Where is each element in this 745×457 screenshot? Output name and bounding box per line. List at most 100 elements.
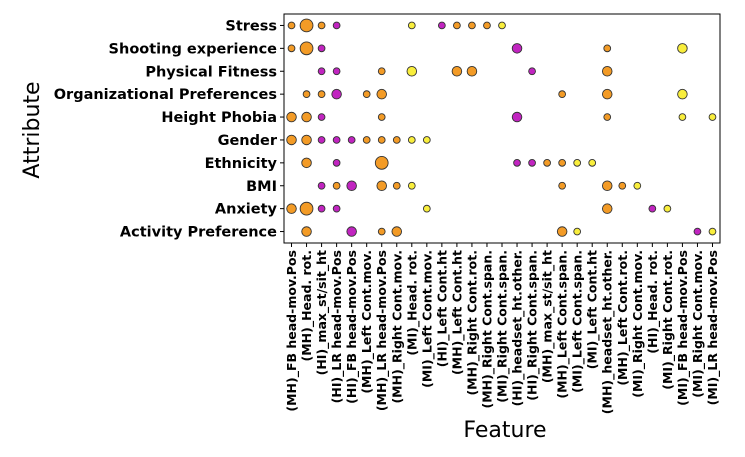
y-tick-label: Shooting experience [109,41,278,57]
data-point [301,111,312,123]
data-point [708,227,717,236]
x-tick-label: (MH)_Right Cont.span. [479,250,495,409]
data-point [287,21,296,30]
x-tick-label: (HI)_Left Cont.ht [434,250,450,367]
data-point [392,181,401,190]
x-tick-label: (MH)_Left Cont.mov. [359,250,375,394]
y-tick-label: Organizational Preferences [54,87,277,103]
data-point [317,90,326,99]
data-point [317,44,326,53]
data-point [422,136,431,144]
data-point [332,181,341,190]
data-point [451,65,463,77]
data-point [678,113,687,121]
data-point [317,181,326,190]
data-point [286,134,297,146]
data-point [601,65,613,77]
data-point [332,136,341,144]
data-point [301,226,312,237]
data-point [407,136,416,144]
y-axis-title: Attribute [20,81,45,178]
y-tick-label: Gender [218,133,278,149]
data-point [377,136,386,144]
data-point [299,41,314,56]
plot-area [283,13,721,244]
data-point [603,44,612,53]
x-tick-label: (MI)_Head. rot. [404,250,420,356]
x-tick-label: (MI)_Right Cont.span. [495,250,511,403]
data-point [573,227,582,236]
y-tick-label: Height Phobia [161,110,277,126]
x-tick-label: (HI)_headset_ht.other. [510,250,526,406]
data-point [392,136,401,144]
data-point [299,201,314,216]
data-point [588,159,597,167]
data-point [573,159,582,167]
data-point [558,90,566,99]
data-point [453,21,461,30]
x-tick-label: (HI)_Head. rot. [645,250,661,354]
data-point [347,136,356,144]
x-tick-label: (MI)_Left Cont.ht [585,250,601,369]
x-tick-label: (HI)_max_st/sit_ht [314,250,330,375]
data-point [468,21,476,30]
data-point [376,88,387,100]
data-point [466,65,478,77]
data-point [302,90,311,99]
x-tick-label: (MH)_FB head-mov.Pos [284,250,300,412]
x-tick-label: (MH)_max_st/sit_ht [540,250,556,383]
y-tick-label: Activity Preference [120,225,277,241]
data-point [543,159,551,167]
y-tick-label: Anxiety [215,202,278,218]
x-tick-label: (MH)_Left Cont.ht [449,250,465,375]
data-point [601,88,613,100]
x-tick-label: (MI)_Right Cont.mov. [630,250,646,398]
data-point [648,204,657,213]
x-tick-label: (MI)_Right Cont.mov. [690,250,706,398]
x-axis: (MH)_FB head-mov.Pos (MH)_Head. rot. (HI)_… [284,243,721,414]
y-axis: Stress Shooting experience Physical Fitnes… [54,18,284,241]
data-point [301,157,312,169]
data-point [287,44,296,53]
y-tick-label: Stress [225,18,277,34]
data-point [346,226,357,237]
data-point [528,67,536,76]
data-point [513,159,521,167]
x-tick-label: (MI)_Right Cont.rot. [660,250,676,390]
x-tick-label: (HI)_FB head-mov.Pos [344,250,360,404]
data-point [299,18,314,33]
data-point [377,113,386,121]
data-point [422,204,431,213]
x-tick-label: (MH)_Right Cont.rot. [464,250,480,396]
data-point [406,65,418,77]
data-point [332,21,341,30]
data-points [286,18,717,237]
data-point [677,43,688,54]
x-axis-title: Feature [463,418,546,443]
data-point [601,180,613,191]
y-tick-label: Physical Fitness [145,64,277,80]
x-tick-label: (MI)_Left Cont.mov. [419,250,435,388]
data-point [558,181,566,190]
x-tick-label: (MI)_LR head-mov.Pos [705,250,721,405]
y-tick-label: Ethnicity [205,156,278,172]
data-point [603,113,612,121]
data-point [391,226,403,237]
data-point [317,113,326,121]
data-point [332,204,341,213]
data-point [677,88,688,100]
data-point [374,156,389,170]
x-tick-label: (MH)_Left Cont.span. [555,250,571,399]
data-point [693,227,702,236]
data-point [618,181,627,190]
data-point [332,67,341,76]
x-tick-label: (MH)_Right Cont.mov. [389,250,405,404]
data-point [663,204,672,213]
data-point [558,159,566,167]
x-tick-label: (MI)_Left Cont.span. [570,250,586,393]
data-point [377,227,386,236]
x-tick-label: (HI)_LR head-mov.Pos [329,250,345,403]
x-tick-label: (MH)_Head. rot. [299,250,315,361]
data-point [331,88,342,100]
data-point [511,111,523,123]
